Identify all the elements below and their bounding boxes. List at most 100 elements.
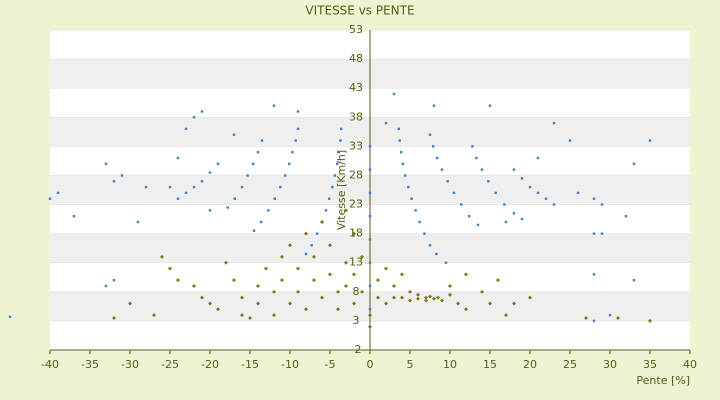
point bbox=[320, 220, 324, 224]
point bbox=[456, 301, 460, 306]
point bbox=[536, 191, 540, 195]
point bbox=[331, 185, 334, 189]
y-tick-label: 3 bbox=[353, 314, 360, 327]
point bbox=[400, 272, 404, 277]
point bbox=[176, 156, 180, 160]
point bbox=[256, 284, 260, 288]
point bbox=[576, 191, 580, 195]
point bbox=[352, 272, 356, 277]
point bbox=[616, 316, 620, 320]
point bbox=[336, 162, 339, 166]
point bbox=[360, 289, 364, 294]
point bbox=[272, 289, 276, 294]
point bbox=[503, 203, 506, 206]
x-axis-label: Pente [%] bbox=[636, 374, 690, 387]
point bbox=[339, 139, 342, 142]
point bbox=[233, 197, 236, 200]
point bbox=[408, 289, 412, 294]
point bbox=[368, 284, 372, 288]
point bbox=[480, 289, 484, 294]
point bbox=[344, 208, 348, 213]
point bbox=[168, 266, 172, 271]
point bbox=[168, 185, 172, 189]
point bbox=[232, 278, 236, 283]
point bbox=[512, 168, 516, 171]
point bbox=[552, 121, 556, 125]
y-tick-label: 13 bbox=[349, 256, 363, 269]
x-tick-label: 20 bbox=[523, 358, 537, 371]
point bbox=[392, 92, 396, 96]
point bbox=[632, 278, 636, 282]
point bbox=[424, 295, 428, 300]
point bbox=[600, 203, 604, 206]
x-tick-label: 30 bbox=[603, 358, 617, 371]
point bbox=[440, 168, 444, 171]
point bbox=[112, 316, 116, 320]
point bbox=[368, 238, 372, 241]
point bbox=[368, 313, 372, 318]
point bbox=[48, 197, 52, 200]
point bbox=[414, 209, 417, 212]
point bbox=[432, 296, 436, 301]
point bbox=[404, 174, 407, 177]
point bbox=[464, 307, 468, 312]
point bbox=[368, 261, 372, 264]
y-tick-label: 28 bbox=[349, 168, 363, 181]
y-tick-label: 38 bbox=[349, 110, 363, 123]
point bbox=[336, 307, 340, 312]
point bbox=[192, 284, 196, 288]
point bbox=[446, 180, 449, 183]
point bbox=[592, 197, 596, 200]
point bbox=[376, 278, 380, 283]
point bbox=[494, 191, 497, 195]
point bbox=[423, 232, 426, 235]
point bbox=[544, 197, 548, 200]
point bbox=[464, 272, 468, 277]
point bbox=[56, 191, 60, 195]
point bbox=[216, 307, 220, 312]
point bbox=[400, 295, 404, 300]
point bbox=[584, 316, 588, 320]
x-tick-label: 25 bbox=[563, 358, 577, 371]
point bbox=[520, 217, 524, 221]
x-tick-label: -15 bbox=[241, 358, 259, 371]
point bbox=[407, 185, 410, 189]
point bbox=[208, 209, 212, 212]
point bbox=[312, 254, 316, 259]
point bbox=[512, 301, 516, 306]
point bbox=[368, 214, 372, 218]
point bbox=[304, 252, 308, 256]
point bbox=[432, 104, 436, 107]
x-tick-label: 10 bbox=[443, 358, 457, 371]
point bbox=[176, 197, 180, 200]
point bbox=[496, 278, 500, 283]
point bbox=[272, 104, 276, 107]
point bbox=[200, 295, 204, 300]
point bbox=[240, 185, 244, 189]
point bbox=[468, 214, 471, 218]
point bbox=[224, 260, 228, 265]
point bbox=[120, 174, 124, 177]
point bbox=[328, 197, 331, 200]
point bbox=[336, 289, 340, 294]
point bbox=[291, 150, 294, 154]
point bbox=[384, 266, 388, 271]
x-tick-label: -20 bbox=[201, 358, 219, 371]
point bbox=[460, 203, 463, 206]
point bbox=[480, 168, 484, 171]
point bbox=[528, 185, 532, 189]
point bbox=[296, 127, 300, 131]
point bbox=[272, 313, 276, 318]
y-tick-label: 53 bbox=[349, 23, 363, 36]
point bbox=[352, 301, 356, 306]
point bbox=[320, 295, 324, 300]
point bbox=[600, 232, 604, 235]
point bbox=[256, 301, 260, 306]
chart-title: VITESSE vs PENTE bbox=[305, 4, 414, 18]
point bbox=[368, 324, 372, 329]
point bbox=[487, 180, 490, 183]
point bbox=[392, 284, 396, 288]
point bbox=[152, 313, 156, 318]
point bbox=[368, 168, 372, 171]
